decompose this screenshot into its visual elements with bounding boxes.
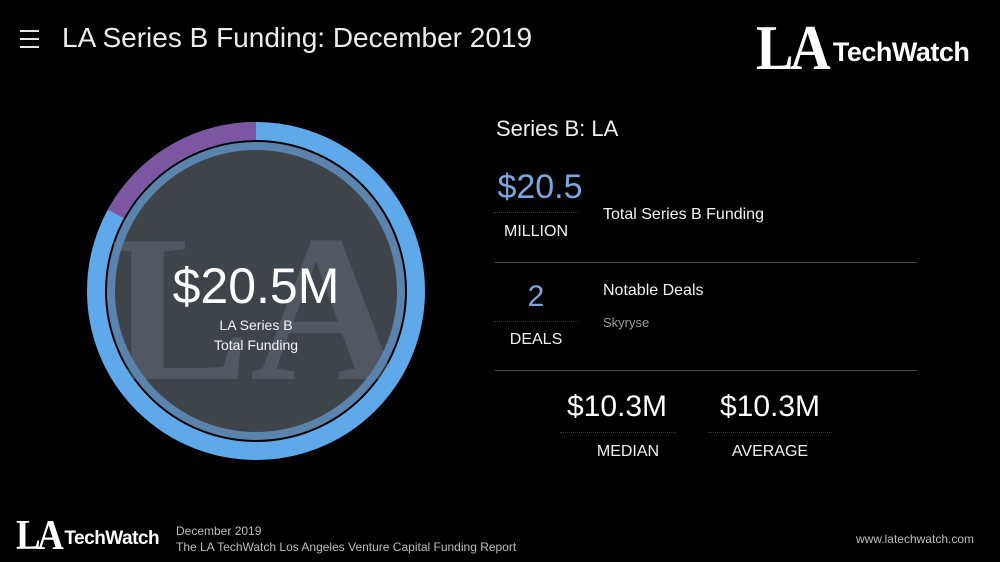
donut-watermark: LA xyxy=(110,193,402,425)
average-divider-dotted xyxy=(708,432,832,433)
footer-report-title: The LA TechWatch Los Angeles Venture Cap… xyxy=(176,540,517,554)
total-divider-dotted xyxy=(494,212,578,213)
brand-logo: LA TechWatch xyxy=(756,12,970,83)
page-title: LA Series B Funding: December 2019 xyxy=(62,22,533,53)
average-label: AVERAGE xyxy=(731,443,809,460)
donut-inner-disc xyxy=(111,146,401,436)
donut-segment-purple xyxy=(107,122,257,219)
total-funding-unit: MILLION xyxy=(503,223,568,240)
average-value: $10.3M xyxy=(719,390,821,423)
donut-inner-ring xyxy=(107,142,405,440)
stats-divider-1 xyxy=(495,262,917,263)
deals-unit: DEALS xyxy=(509,331,563,348)
stats-divider-2 xyxy=(495,370,917,371)
donut-svg: LA xyxy=(87,122,425,460)
total-funding-value: $20.5 xyxy=(497,168,583,206)
footer-logo-techwatch-text: TechWatch xyxy=(64,528,160,549)
total-funding-label: Total Series B Funding xyxy=(603,206,764,223)
footer-website-link[interactable]: www.latechwatch.com xyxy=(855,532,974,546)
section-title: Series B: LA xyxy=(496,116,619,141)
logo-techwatch-text: TechWatch xyxy=(832,37,970,67)
donut-subtitle-line1: LA Series B xyxy=(219,317,293,333)
footer-logo-la-mark: LA xyxy=(16,513,64,559)
notable-deal-name: Skyryse xyxy=(603,315,650,330)
logo-la-mark: LA xyxy=(756,12,831,83)
funding-donut: LA $20.5M LA Series B Total Funding xyxy=(86,121,426,461)
donut-subtitle-line2: Total Funding xyxy=(213,337,299,353)
deals-count-value: 2 xyxy=(527,280,545,313)
footer-date: December 2019 xyxy=(176,524,262,538)
hamburger-menu-icon[interactable] xyxy=(20,30,39,48)
footer-brand-logo: LA TechWatch xyxy=(16,513,160,559)
donut-total-value: $20.5M xyxy=(172,258,340,314)
median-divider-dotted xyxy=(560,432,676,433)
median-value: $10.3M xyxy=(566,390,668,423)
notable-deals-label: Notable Deals xyxy=(603,282,704,299)
deals-divider-dotted xyxy=(494,321,578,322)
median-label: MEDIAN xyxy=(596,443,660,460)
